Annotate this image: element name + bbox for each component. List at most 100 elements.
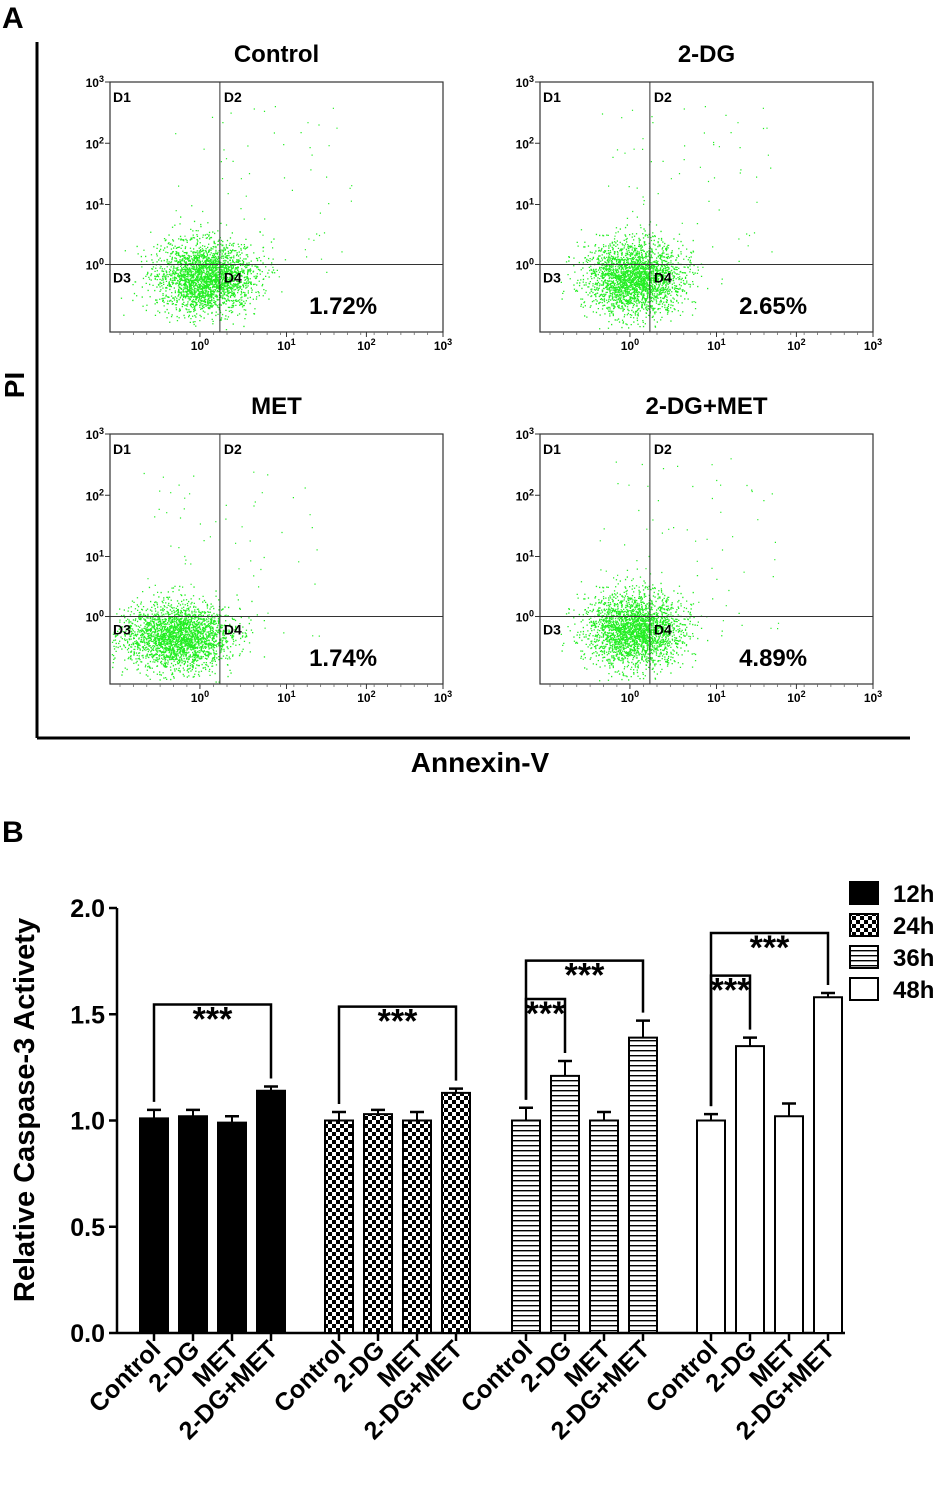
- x-tick-label: 102: [787, 689, 805, 705]
- y-tick-label: 103: [86, 426, 104, 442]
- quadrant-label-d2: D2: [654, 89, 672, 105]
- significance-label: ***: [193, 1001, 233, 1039]
- legend-label-36h: 36h: [893, 945, 934, 972]
- bracket-line: [709, 974, 752, 1107]
- bar-24h-Control: [324, 1119, 354, 1334]
- significance-label: ***: [526, 995, 566, 1033]
- bar-48h-2-DG+MET: [813, 996, 843, 1334]
- significance-label: ***: [565, 957, 605, 995]
- x-tick-label: 101: [707, 689, 725, 705]
- x-tick-label: 102: [787, 337, 805, 353]
- significance-label: ***: [750, 929, 790, 967]
- quadrant-label-d1: D1: [543, 441, 561, 457]
- bar-48h-MET: [774, 1115, 804, 1334]
- bar-12h-MET: [217, 1121, 247, 1334]
- bar-36h-MET: [589, 1119, 619, 1334]
- flow-plot-title: MET: [251, 393, 302, 420]
- bar-24h-2-DG+MET: [441, 1091, 471, 1334]
- y-tick-label: 0.0: [70, 1320, 105, 1348]
- quadrant-label-d4: D4: [224, 622, 242, 638]
- flow-plot-events: [111, 471, 320, 683]
- x-tick-label: 100: [191, 337, 209, 353]
- quadrant-label-d2: D2: [224, 441, 242, 457]
- quadrant-percentage: 4.89%: [739, 645, 807, 672]
- quadrant-label-d2: D2: [654, 441, 672, 457]
- y-tick-label: 100: [516, 609, 534, 625]
- flow-plot-4: 2-DG+MET D1 D2 D3 D4 4.89% 100 101 102 103 100 101 1…: [516, 393, 883, 705]
- bar-24h-MET: [402, 1119, 432, 1334]
- legend-label-12h: 12h: [893, 881, 934, 908]
- x-tick-label: 100: [191, 689, 209, 705]
- bracket-line: [152, 1003, 273, 1102]
- significance-bracket: ***: [524, 995, 567, 1100]
- quadrant-label-d3: D3: [113, 270, 131, 286]
- y-tick-label: 102: [516, 135, 534, 151]
- y-tick-label: 0.5: [70, 1214, 105, 1242]
- quadrant-label-d3: D3: [113, 622, 131, 638]
- quadrant-percentage: 1.74%: [309, 645, 377, 672]
- y-tick-label: 100: [86, 257, 104, 273]
- bar-36h-Control: [511, 1119, 541, 1334]
- x-tick-label: 103: [864, 337, 882, 353]
- quadrant-label-d2: D2: [224, 89, 242, 105]
- bar-48h-Control: [696, 1119, 726, 1334]
- bar-12h-Control: [139, 1117, 169, 1334]
- flow-plot-frame: [109, 81, 444, 333]
- x-tick-label: 101: [707, 337, 725, 353]
- flow-plot-frame: [539, 81, 874, 333]
- y-axis-title: Relative Caspase-3 Activety: [9, 918, 41, 1302]
- y-tick-label: 102: [86, 135, 104, 151]
- legend-label-48h: 48h: [893, 977, 934, 1004]
- quadrant-label-d3: D3: [543, 270, 561, 286]
- flow-plot-title: 2-DG+MET: [645, 393, 767, 420]
- y-tick-label: 100: [86, 609, 104, 625]
- y-tick-label: 101: [516, 197, 534, 213]
- x-tick-label: 103: [434, 337, 452, 353]
- x-tick-label: 100: [621, 689, 639, 705]
- flow-plot-frame: [539, 433, 874, 685]
- panel-a-letter: A: [2, 2, 24, 35]
- y-tick-label: 101: [86, 549, 104, 565]
- quadrant-percentage: 2.65%: [739, 293, 807, 320]
- panel-a-flow-cytometry: A PI Annexin-V Control D1 D2 D3 D4 1.72% 100 10…: [0, 2, 910, 778]
- y-tick-label: 101: [516, 549, 534, 565]
- y-tick-label: 2.0: [70, 895, 105, 923]
- y-tick-label: 101: [86, 197, 104, 213]
- flow-plot-events: [560, 106, 773, 330]
- quadrant-label-d4: D4: [654, 622, 672, 638]
- significance-label: ***: [711, 972, 751, 1010]
- significance-label: ***: [378, 1003, 418, 1041]
- flow-plot-2: 2-DG D1 D2 D3 D4 2.65% 100 101 102 103 100 101 102 10…: [516, 41, 883, 353]
- quadrant-label-d1: D1: [113, 89, 131, 105]
- flow-plot-events: [560, 458, 780, 682]
- flow-plot-title: Control: [234, 41, 319, 68]
- panel-a-x-label: Annexin-V: [411, 747, 550, 778]
- y-tick-label: 100: [516, 257, 534, 273]
- legend: 12h 24h 36h 48h: [849, 881, 934, 1004]
- panel-a-y-label: PI: [0, 372, 30, 398]
- bar-12h-2-DG+MET: [256, 1089, 286, 1334]
- y-tick-label: 1.5: [70, 1001, 105, 1029]
- bracket-line: [337, 1005, 458, 1104]
- flow-plot-1: Control D1 D2 D3 D4 1.72% 100 101 102 103 100 101 10…: [86, 41, 453, 353]
- x-tick-label: 103: [864, 689, 882, 705]
- bar-36h-2-DG+MET: [628, 1036, 658, 1334]
- y-tick-label: 102: [516, 487, 534, 503]
- x-tick-label: 101: [277, 689, 295, 705]
- panel-b-letter: B: [2, 816, 24, 849]
- flow-plot-3: MET D1 D2 D3 D4 1.74% 100 101 102 103 100 101 102 103: [86, 393, 453, 705]
- significance-bracket: ***: [709, 929, 830, 1107]
- legend-swatch-24h: [849, 913, 879, 937]
- flow-plot-events: [114, 106, 353, 331]
- legend-label-24h: 24h: [893, 913, 934, 940]
- legend-swatch-48h: [849, 977, 879, 1001]
- significance-bracket: ***: [337, 1003, 458, 1104]
- quadrant-label-d1: D1: [113, 441, 131, 457]
- x-tick-label: 103: [434, 689, 452, 705]
- x-tick-label: 102: [357, 689, 375, 705]
- bar-48h-2-DG: [735, 1045, 765, 1334]
- bracket-line: [524, 997, 567, 1100]
